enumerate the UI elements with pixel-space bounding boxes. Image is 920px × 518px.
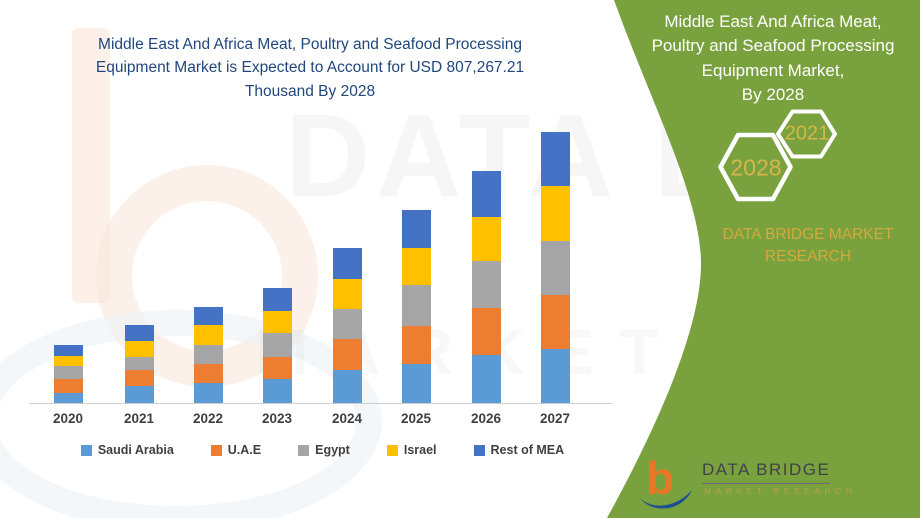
legend-swatch	[210, 444, 222, 456]
hexagon-2028-label: 2028	[730, 154, 782, 181]
databridge-logo-icon: b	[640, 452, 692, 509]
bar-segment-2025-israel	[401, 248, 431, 285]
bar-segment-2021-rest-of-mea	[124, 325, 154, 341]
bar-segment-2022-rest-of-mea	[193, 307, 223, 325]
bar-segment-2023-saudi-arabia	[262, 379, 292, 403]
bar-chart-plot-area	[35, 130, 610, 403]
hexagon-badges	[718, 109, 837, 202]
x-axis-line	[30, 403, 612, 404]
x-label-2023: 2023	[261, 411, 293, 426]
legend-item-egypt: Egypt	[298, 443, 350, 457]
x-label-2027: 2027	[539, 411, 571, 426]
bar-segment-2027-rest-of-mea	[540, 132, 570, 186]
legend-swatch	[473, 444, 485, 456]
legend-label: Saudi Arabia	[97, 443, 174, 457]
bar-column-2024	[332, 248, 362, 403]
bar-segment-2024-saudi-arabia	[332, 370, 362, 403]
x-label-2024: 2024	[331, 411, 363, 426]
bar-segment-2021-israel	[124, 341, 154, 357]
brand-caption: DATA BRIDGE MARKET RESEARCH	[722, 226, 894, 266]
x-axis-labels: 2020 2021 2022 2023 2024 2025 2026 2027	[35, 411, 610, 429]
bar-segment-2025-u-a-e	[401, 326, 431, 364]
bar-segment-2023-egypt	[262, 333, 292, 357]
bar-segment-2021-u-a-e	[124, 370, 154, 386]
bar-segment-2027-saudi-arabia	[540, 349, 570, 403]
bar-segment-2025-rest-of-mea	[401, 210, 431, 248]
bar-segment-2022-egypt	[193, 345, 223, 364]
legend-item-saudi-arabia: Saudi Arabia	[80, 443, 174, 457]
bar-segment-2021-saudi-arabia	[124, 386, 154, 403]
hexagon-2028	[718, 132, 793, 202]
bar-segment-2023-u-a-e	[262, 357, 292, 379]
bar-segment-2022-israel	[193, 325, 223, 345]
bar-column-2026	[471, 171, 501, 403]
bar-segment-2027-egypt	[540, 241, 570, 295]
x-label-2021: 2021	[123, 411, 155, 426]
bar-column-2022	[193, 307, 223, 403]
bar-column-2020	[53, 345, 83, 403]
bar-column-2025	[401, 210, 431, 403]
bar-segment-2023-rest-of-mea	[262, 288, 292, 311]
logo-blue-swoosh	[640, 490, 692, 509]
bar-segment-2022-saudi-arabia	[193, 383, 223, 403]
bar-segment-2020-u-a-e	[53, 379, 83, 393]
bar-segment-2020-saudi-arabia	[53, 393, 83, 403]
bar-segment-2027-u-a-e	[540, 295, 570, 349]
bar-segment-2020-israel	[53, 356, 83, 366]
hexagon-2021	[776, 109, 837, 159]
legend-item-u-a-e: U.A.E	[210, 443, 262, 457]
bar-segment-2026-u-a-e	[471, 308, 501, 355]
bar-segment-2022-u-a-e	[193, 364, 223, 383]
chart-title: Middle East And Africa Meat, Poultry and…	[95, 36, 525, 100]
bar-segment-2026-saudi-arabia	[471, 355, 501, 403]
legend-label: Egypt	[315, 443, 350, 457]
bar-column-2027	[540, 132, 570, 403]
hexagon-2021-label: 2021	[784, 122, 830, 145]
bar-segment-2026-rest-of-mea	[471, 171, 501, 217]
legend-label: U.A.E	[227, 443, 262, 457]
bar-segment-2024-rest-of-mea	[332, 248, 362, 279]
panel-title: Middle East And Africa Meat, Poultry and…	[651, 12, 895, 105]
x-label-2022: 2022	[192, 411, 224, 426]
legend-swatch	[386, 444, 398, 456]
bar-column-2021	[124, 325, 154, 403]
bar-segment-2026-israel	[471, 217, 501, 261]
bar-segment-2021-egypt	[124, 357, 154, 370]
bar-segment-2025-saudi-arabia	[401, 364, 431, 403]
bar-segment-2020-egypt	[53, 366, 83, 379]
logo-letter-b: b	[646, 452, 674, 504]
bar-segment-2025-egypt	[401, 285, 431, 326]
x-label-2020: 2020	[52, 411, 84, 426]
bar-segment-2023-israel	[262, 311, 292, 333]
logo-subtext: MARKET RESEARCH	[704, 486, 857, 496]
legend-label: Israel	[403, 443, 437, 457]
legend-swatch	[298, 444, 310, 456]
x-label-2026: 2026	[470, 411, 502, 426]
legend-swatch	[80, 444, 92, 456]
chart-legend: Saudi Arabia U.A.E Egypt Israel Rest of MEA	[35, 443, 610, 457]
bar-segment-2020-rest-of-mea	[53, 345, 83, 356]
bar-column-2023	[262, 288, 292, 403]
x-label-2025: 2025	[400, 411, 432, 426]
bar-segment-2024-israel	[332, 279, 362, 309]
bar-segment-2024-egypt	[332, 309, 362, 339]
bar-segment-2026-egypt	[471, 261, 501, 308]
bar-segment-2024-u-a-e	[332, 339, 362, 370]
bar-segment-2027-israel	[540, 186, 570, 241]
legend-item-rest-of-mea: Rest of MEA	[473, 443, 565, 457]
legend-item-israel: Israel	[386, 443, 437, 457]
legend-label: Rest of MEA	[490, 443, 565, 457]
logo-wordmark: DATA BRIDGE	[702, 460, 831, 484]
green-panel-path	[607, 0, 920, 518]
